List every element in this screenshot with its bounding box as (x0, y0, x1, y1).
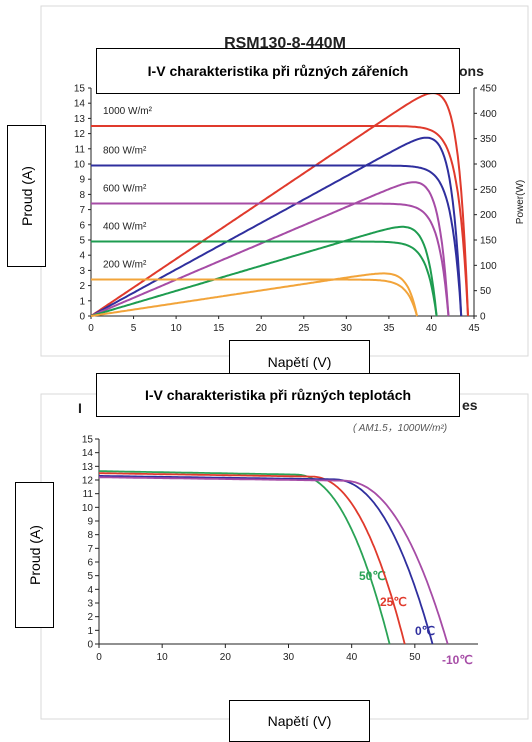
y-tick-label: 3 (87, 599, 93, 610)
y2-axis-label: Power(W) (515, 180, 526, 224)
y-tick-label: 9 (79, 175, 85, 186)
y-tick-label: 15 (74, 84, 86, 95)
iv-curve-series-4 (91, 278, 418, 317)
iv-curve-series-3 (91, 240, 438, 317)
power-curve-series-1 (90, 136, 463, 317)
x-tick-label: 10 (171, 323, 183, 334)
y2-tick-label: 0 (480, 312, 486, 323)
y-tick-label: 13 (74, 114, 86, 125)
y2-tick-label: 50 (480, 286, 492, 297)
iv-curve-series-2 (91, 202, 450, 317)
x-tick-label: 40 (346, 652, 358, 663)
x-tick-label: 40 (426, 323, 438, 334)
y-tick-label: 12 (74, 129, 86, 140)
x-tick-label: 45 (468, 323, 480, 334)
y-tick-label: 4 (79, 251, 85, 262)
x-tick-label: 15 (213, 323, 225, 334)
y-tick-label: 3 (79, 266, 85, 277)
temperature-x-axis-label: Napětí (V) (229, 700, 370, 742)
y-tick-label: 8 (87, 530, 93, 541)
chart-subtitle: ( AM1.5，1000W/m²) (353, 423, 447, 434)
y-tick-label: 12 (82, 476, 94, 487)
x-tick-label: 50 (409, 652, 421, 663)
y2-tick-label: 250 (480, 185, 497, 196)
chart-title-fragment: es (462, 397, 478, 413)
y-tick-label: 7 (87, 544, 93, 555)
iv-curve-series-1 (99, 472, 406, 645)
y-tick-label: 2 (87, 612, 93, 623)
y-tick-label: 1 (79, 296, 85, 307)
iv-curve-series-0 (99, 470, 391, 645)
y-tick-label: 11 (75, 144, 86, 155)
x-tick-label: 30 (283, 652, 295, 663)
y-tick-label: 9 (87, 517, 93, 528)
y-tick-label: 14 (74, 99, 86, 110)
x-tick-label: 0 (96, 652, 102, 663)
power-curve-series-3 (90, 225, 438, 317)
chart-frame (40, 393, 529, 720)
x-tick-label: 20 (220, 652, 232, 663)
series-label: 400 W/m² (103, 222, 147, 233)
irradiance-y-axis-label: Proud (A) (7, 125, 46, 267)
power-curve-series-4 (90, 272, 418, 317)
y-tick-label: 11 (83, 489, 94, 500)
x-tick-label: 20 (256, 323, 268, 334)
temperature-y-axis-label: Proud (A) (15, 482, 54, 628)
y-tick-label: 8 (79, 190, 85, 201)
y-tick-label: 14 (82, 448, 94, 459)
x-tick-label: 0 (88, 323, 94, 334)
y-tick-label: 13 (82, 462, 94, 473)
series-label: 50℃ (359, 569, 386, 583)
series-label: 25℃ (380, 595, 407, 609)
y-tick-label: 1 (87, 626, 93, 637)
y-tick-label: 4 (87, 585, 93, 596)
x-tick-label: 5 (131, 323, 137, 334)
power-curve-series-2 (90, 181, 450, 317)
iv-curve-series-0 (91, 125, 469, 317)
y-tick-label: 7 (79, 205, 85, 216)
power-curve-series-0 (90, 92, 469, 317)
x-tick-label: 35 (383, 323, 395, 334)
temperature-overlay-title: I-V charakteristika při různých teplotác… (96, 373, 460, 417)
iv-curve-series-1 (91, 164, 463, 317)
y-tick-label: 0 (79, 312, 85, 323)
y2-tick-label: 100 (480, 261, 497, 272)
y-tick-label: 15 (82, 435, 94, 446)
series-label: -10℃ (442, 653, 473, 667)
x-tick-label: 10 (157, 652, 169, 663)
series-label: 800 W/m² (103, 146, 147, 157)
chart-title-fragment: ons (459, 63, 484, 79)
y-tick-label: 6 (87, 558, 93, 569)
y-tick-label: 2 (79, 281, 85, 292)
series-label: 200 W/m² (103, 260, 147, 271)
irradiance-overlay-title: I-V charakteristika při různých zářeních (96, 48, 460, 94)
chart-title-fragment: I (78, 400, 82, 416)
series-label: 1000 W/m² (103, 106, 153, 117)
iv-curve-series-2 (99, 475, 434, 645)
y2-tick-label: 200 (480, 210, 497, 221)
y2-tick-label: 150 (480, 236, 497, 247)
y2-tick-label: 350 (480, 134, 497, 145)
y2-tick-label: 400 (480, 109, 497, 120)
chart-title: RSM130-8-440M (224, 35, 346, 52)
iv-curve-series-3 (99, 476, 449, 645)
x-tick-label: 30 (341, 323, 353, 334)
y-tick-label: 10 (74, 160, 86, 171)
y-tick-label: 0 (87, 640, 93, 651)
x-tick-label: 25 (298, 323, 310, 334)
y-tick-label: 6 (79, 220, 85, 231)
y-tick-label: 5 (87, 571, 93, 582)
series-label: 600 W/m² (103, 184, 147, 195)
y2-tick-label: 450 (480, 84, 497, 95)
y-tick-label: 10 (82, 503, 94, 514)
series-label: 0℃ (415, 624, 435, 638)
y-tick-label: 5 (79, 236, 85, 247)
y2-tick-label: 300 (480, 160, 497, 171)
